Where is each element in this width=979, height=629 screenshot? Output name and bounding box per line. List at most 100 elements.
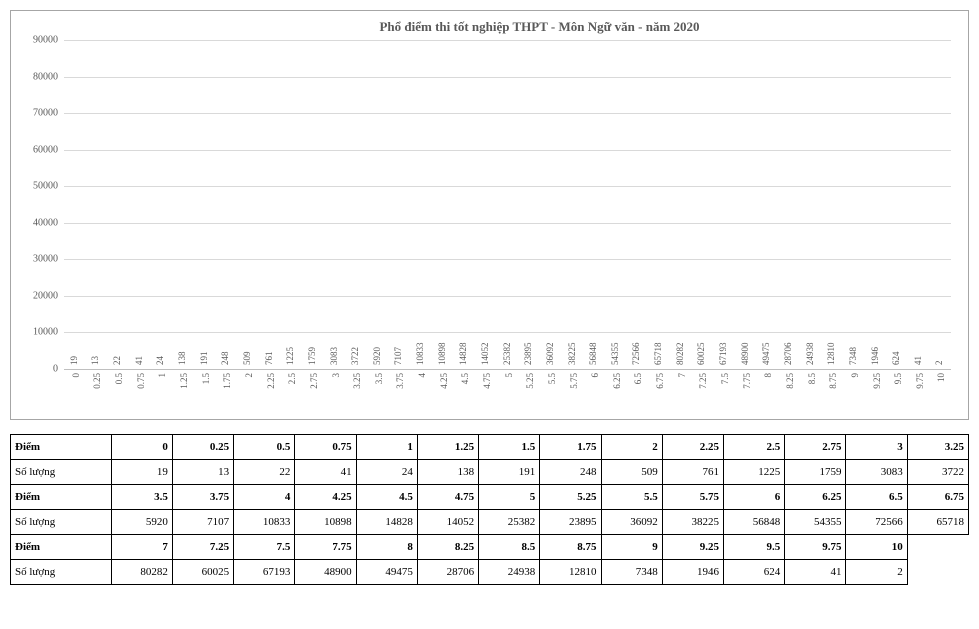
chart-bar-value-label: 28706 (783, 343, 793, 366)
chart-bar-value-label: 191 (199, 352, 209, 366)
table-cell-score: 6.25 (785, 485, 846, 510)
table-cell-count: 10898 (295, 510, 356, 535)
table-cell-count: 60025 (172, 560, 233, 585)
table-row: Số lượng59207107108331089814828140522538… (11, 510, 969, 535)
table-cell-score: 9.5 (724, 535, 785, 560)
chart-xtick: 9 (850, 373, 860, 378)
chart-bar-value-label: 22 (112, 356, 122, 365)
table-cell-score: 4.25 (295, 485, 356, 510)
chart-bar-value-label: 24938 (805, 343, 815, 366)
chart-bar-value-label: 23895 (523, 343, 533, 366)
chart-bar-value-label: 65718 (653, 343, 663, 366)
table-cell-count: 54355 (785, 510, 846, 535)
chart-ytick: 70000 (16, 108, 58, 119)
chart-bar-value-label: 7348 (848, 347, 858, 365)
chart-xtick: 6.25 (612, 373, 622, 389)
chart-xtick-slot: 4.5 (454, 370, 476, 400)
chart-xtick: 7.25 (698, 373, 708, 389)
table-cell-score: 8.5 (479, 535, 540, 560)
table-cell-count: 3083 (846, 460, 907, 485)
chart-xtick-slot: 6.75 (648, 370, 670, 400)
table-cell-score: 9.75 (785, 535, 846, 560)
chart-xtick-slot: 6.25 (605, 370, 627, 400)
chart-xtick-slot: 8 (757, 370, 779, 400)
chart-bars: 1913224124138191248509761122517593083372… (64, 40, 951, 369)
table-cell-count: 1225 (724, 460, 785, 485)
table-cell-score: 3.75 (172, 485, 233, 510)
table-cell-count: 24938 (479, 560, 540, 585)
chart-xtick: 6 (590, 373, 600, 378)
chart-xtick: 2.75 (309, 373, 319, 389)
chart-bar-value-label: 1946 (870, 347, 880, 365)
chart-xtick-slot: 9.25 (865, 370, 887, 400)
chart-ytick: 80000 (16, 71, 58, 82)
table-row-header: Điểm (11, 485, 112, 510)
table-cell-score: 5 (479, 485, 540, 510)
chart-bar-value-label: 38225 (567, 343, 577, 366)
chart-xtick-slot: 1.5 (194, 370, 216, 400)
chart-bar-value-label: 67193 (718, 343, 728, 366)
table-cell-score: 2.25 (662, 435, 723, 460)
chart-xtick-slot: 7.75 (735, 370, 757, 400)
chart-xtick-slot: 8.5 (800, 370, 822, 400)
chart-bar-value-label: 48900 (740, 343, 750, 366)
table-row-header: Số lượng (11, 510, 112, 535)
table-cell-count: 67193 (234, 560, 295, 585)
table-cell-count: 509 (601, 460, 662, 485)
chart-xtick-slot: 5 (497, 370, 519, 400)
table-cell-count: 38225 (662, 510, 723, 535)
chart-bar-value-label: 138 (177, 352, 187, 366)
chart-xtick: 1.25 (179, 373, 189, 389)
table-cell-score: 8.25 (417, 535, 478, 560)
chart-xtick-slot: 2.25 (259, 370, 281, 400)
table-cell-count: 1759 (785, 460, 846, 485)
chart-xtick: 2.25 (266, 373, 276, 389)
table-cell-count: 28706 (417, 560, 478, 585)
table-cell-score: 4 (234, 485, 295, 510)
table-cell-count: 13 (172, 460, 233, 485)
chart-xtick: 3.25 (352, 373, 362, 389)
chart-xtick-slot: 6 (583, 370, 605, 400)
table-cell-score: 2.75 (785, 435, 846, 460)
chart-xtick: 7.75 (742, 373, 752, 389)
chart-bar-value-label: 761 (264, 352, 274, 366)
chart-bar-value-label: 2 (934, 361, 944, 366)
chart-bar-value-label: 3083 (329, 347, 339, 365)
table-cell-score: 1.5 (479, 435, 540, 460)
chart-xtick: 0.25 (92, 373, 102, 389)
table-cell-score: 8.75 (540, 535, 601, 560)
chart-ytick: 50000 (16, 181, 58, 192)
chart-xtick: 7.5 (720, 373, 730, 384)
chart-xtick-slot: 2.5 (280, 370, 302, 400)
table-cell-score: 0.25 (172, 435, 233, 460)
chart-xtick: 4 (417, 373, 427, 378)
chart-xtick: 3.5 (374, 373, 384, 384)
chart-bar-value-label: 1225 (285, 347, 295, 365)
table-cell-score: 9.25 (662, 535, 723, 560)
table-cell-count: 24 (356, 460, 417, 485)
table-cell-score: 9 (601, 535, 662, 560)
chart-xtick-slot: 6.5 (627, 370, 649, 400)
table-cell-count: 80282 (111, 560, 172, 585)
table-cell-count: 7348 (601, 560, 662, 585)
chart-bar-value-label: 41 (134, 356, 144, 365)
chart-bar-value-label: 36092 (545, 343, 555, 366)
chart-xtick-slot: 8.75 (821, 370, 843, 400)
table-cell-count: 48900 (295, 560, 356, 585)
chart-xtick-slot: 3.25 (345, 370, 367, 400)
chart-xtick-slot: 0 (64, 370, 86, 400)
chart-xtick-slot: 1.75 (215, 370, 237, 400)
table-row: Điểm00.250.50.7511.251.51.7522.252.52.75… (11, 435, 969, 460)
table-row-header: Điểm (11, 535, 112, 560)
chart-xtick-slot: 3.75 (389, 370, 411, 400)
chart-xtick: 5.75 (569, 373, 579, 389)
table-row: Điểm77.257.57.7588.258.58.7599.259.59.75… (11, 535, 969, 560)
chart-xtick: 9.25 (872, 373, 882, 389)
chart-bar-value-label: 72566 (631, 343, 641, 366)
chart-ytick: 10000 (16, 327, 58, 338)
table-cell-count: 14828 (356, 510, 417, 535)
chart-xtick: 8.25 (785, 373, 795, 389)
table-cell-score: 0.5 (234, 435, 295, 460)
chart-xtick: 3.75 (395, 373, 405, 389)
chart-xtick: 5 (504, 373, 514, 378)
